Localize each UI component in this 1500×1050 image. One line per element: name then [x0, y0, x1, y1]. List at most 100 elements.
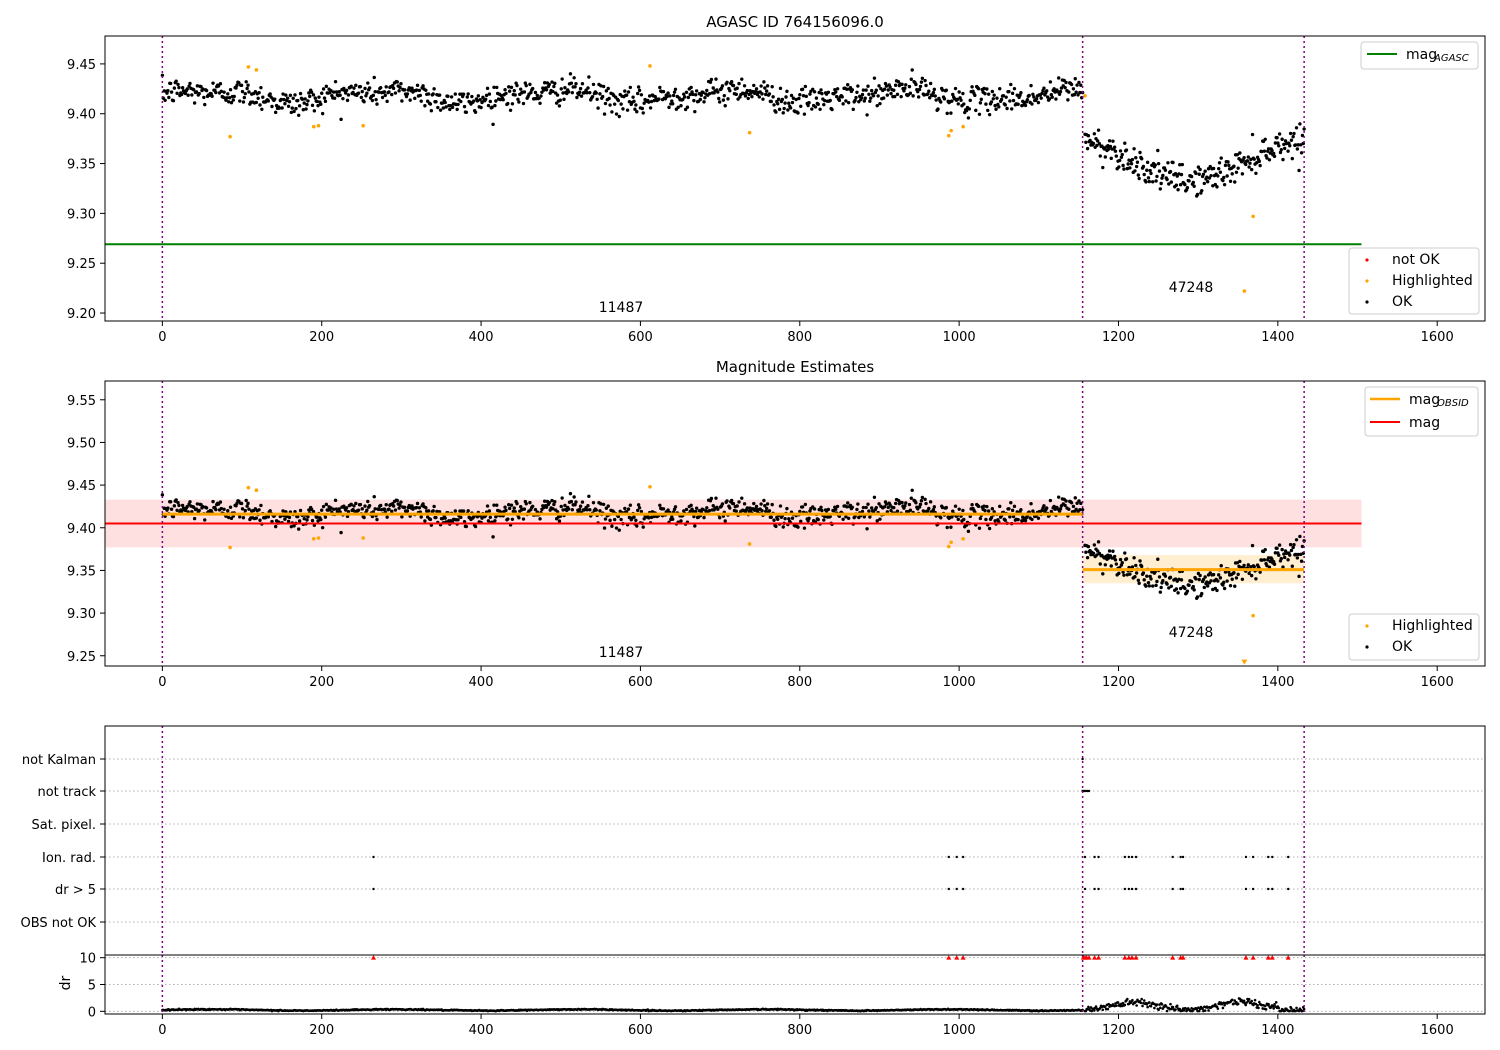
ok-point	[951, 92, 955, 97]
ok-point	[402, 88, 407, 92]
ok-point	[895, 509, 900, 513]
ok-point	[1289, 548, 1294, 553]
ok-point	[945, 111, 949, 116]
y-tick-label: 9.35	[67, 158, 96, 173]
ok-point	[1016, 102, 1020, 106]
ok-point	[1157, 169, 1162, 173]
ok-point	[623, 506, 627, 511]
ok-point	[964, 108, 969, 113]
ok-point	[1138, 150, 1142, 155]
ok-point	[640, 106, 645, 111]
ok-point	[297, 527, 301, 531]
ok-point	[197, 91, 201, 96]
dr-point	[1169, 1002, 1172, 1006]
ok-point	[202, 95, 206, 100]
ok-point	[346, 510, 351, 514]
ok-point	[649, 99, 654, 104]
obsid-label: 47248	[1169, 625, 1214, 641]
ok-point	[633, 107, 637, 111]
x-tick-label: 1600	[1421, 675, 1454, 690]
ok-point	[268, 92, 272, 96]
ok-point	[367, 86, 372, 90]
dr-clipped-marker	[1096, 955, 1102, 960]
ok-point	[174, 498, 178, 502]
ok-point	[192, 101, 197, 105]
ok-point	[882, 505, 887, 509]
ok-point	[391, 504, 396, 508]
ok-point	[668, 94, 672, 98]
flag-marker	[1251, 887, 1255, 891]
ok-point	[1073, 496, 1077, 500]
ok-point	[1289, 138, 1294, 142]
ok-point	[387, 90, 391, 94]
x-tick-label: 1400	[1261, 675, 1294, 690]
ok-point	[247, 507, 251, 511]
dr-point	[1155, 1003, 1159, 1006]
ok-point	[210, 94, 214, 98]
ok-point	[752, 501, 756, 506]
ok-point	[801, 94, 806, 98]
x-tick-label: 200	[309, 330, 334, 345]
ok-point	[528, 500, 532, 505]
dr-point	[1253, 998, 1257, 1002]
ok-point	[703, 95, 707, 100]
ok-point	[449, 95, 454, 99]
ok-point	[1023, 518, 1028, 523]
ok-point	[671, 517, 675, 521]
flag-marker	[372, 855, 375, 859]
dr-point	[1090, 1009, 1094, 1013]
ok-point	[495, 85, 499, 90]
ok-point	[828, 98, 832, 103]
highlighted-point	[1242, 289, 1247, 293]
ok-point	[473, 110, 478, 115]
ok-point	[1040, 91, 1044, 96]
ok-point	[257, 91, 261, 95]
ok-point	[1056, 90, 1060, 94]
ok-point	[1177, 577, 1181, 581]
ok-point	[569, 499, 574, 504]
ok-point	[1121, 570, 1125, 574]
ok-point	[778, 504, 783, 508]
ok-point	[1133, 575, 1137, 579]
ok-point	[1086, 134, 1091, 138]
ok-point	[634, 103, 638, 107]
ok-point	[608, 518, 612, 523]
ok-point	[410, 86, 414, 90]
ok-point	[238, 99, 242, 103]
x-tick-label: 0	[158, 675, 166, 690]
ok-point	[1228, 179, 1233, 184]
ok-point	[1098, 154, 1102, 158]
ok-point	[1156, 557, 1160, 561]
ok-point	[373, 507, 377, 511]
ok-point	[813, 105, 818, 109]
ok-point	[984, 517, 988, 522]
ok-point	[218, 500, 223, 504]
ok-point	[240, 507, 245, 511]
ok-point	[1160, 176, 1164, 180]
ok-point	[175, 508, 179, 512]
ok-point	[1145, 160, 1150, 165]
ok-point	[781, 111, 785, 115]
ok-point	[956, 517, 960, 522]
ok-point	[698, 97, 703, 102]
legend-box	[1348, 247, 1480, 315]
ok-point	[1291, 545, 1295, 550]
ok-point	[861, 505, 866, 510]
ok-point	[260, 107, 264, 111]
highlighted-point	[1251, 214, 1255, 219]
ok-point	[893, 83, 898, 87]
ok-point	[171, 98, 176, 103]
ok-point	[542, 81, 547, 85]
dr-point	[1271, 1004, 1275, 1008]
ok-point	[586, 503, 590, 508]
ok-point	[282, 97, 286, 102]
ok-point	[313, 96, 317, 100]
ok-point	[907, 502, 912, 507]
ok-point	[390, 92, 394, 97]
ok-point	[844, 515, 848, 519]
ok-point	[382, 90, 387, 94]
ok-point	[522, 507, 527, 511]
ok-point	[473, 524, 478, 529]
ok-point	[243, 508, 247, 513]
ok-point	[448, 107, 452, 112]
